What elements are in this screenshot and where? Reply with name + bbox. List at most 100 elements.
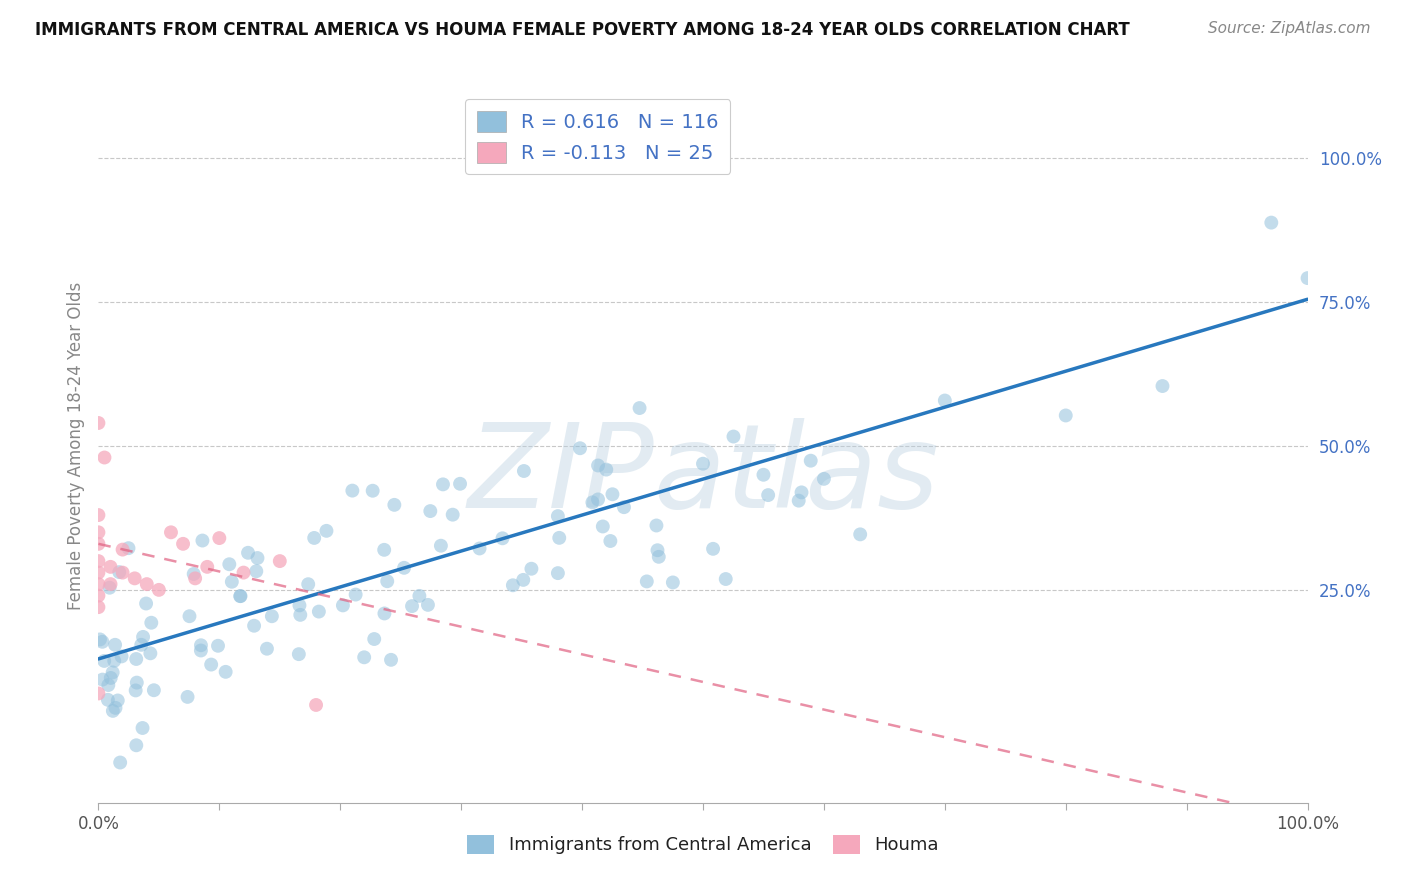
Point — [548, 531, 571, 545]
Point — [124, 571, 146, 585]
Point — [441, 508, 464, 522]
Point — [200, 657, 222, 672]
Point — [232, 566, 254, 580]
Point — [183, 566, 205, 581]
Point — [97, 678, 120, 692]
Point — [363, 632, 385, 646]
Point — [87, 566, 110, 580]
Point — [449, 476, 471, 491]
Point — [125, 675, 148, 690]
Point — [104, 701, 127, 715]
Point — [430, 539, 453, 553]
Point — [148, 582, 170, 597]
Point — [218, 558, 240, 572]
Point — [97, 693, 120, 707]
Point — [702, 541, 724, 556]
Point — [269, 554, 291, 568]
Point — [547, 509, 569, 524]
Point — [195, 559, 218, 574]
Text: IMMIGRANTS FROM CENTRAL AMERICA VS HOUMA FEMALE POVERTY AMONG 18-24 YEAR OLDS CO: IMMIGRANTS FROM CENTRAL AMERICA VS HOUMA… — [35, 21, 1130, 38]
Point — [87, 416, 110, 430]
Point — [520, 562, 543, 576]
Point — [373, 542, 395, 557]
Point — [432, 477, 454, 491]
Point — [100, 671, 122, 685]
Point — [569, 442, 592, 456]
Point — [308, 605, 330, 619]
Point — [288, 599, 311, 613]
Point — [176, 690, 198, 704]
Point — [125, 652, 148, 666]
Point — [87, 537, 110, 551]
Point — [172, 537, 194, 551]
Point — [110, 649, 132, 664]
Point — [1260, 216, 1282, 230]
Point — [135, 577, 157, 591]
Point — [502, 578, 524, 592]
Legend: Immigrants from Central America, Houma: Immigrants from Central America, Houma — [460, 828, 946, 862]
Point — [408, 589, 430, 603]
Point — [87, 554, 110, 568]
Point — [692, 457, 714, 471]
Point — [207, 639, 229, 653]
Point — [752, 467, 775, 482]
Point — [190, 643, 212, 657]
Point — [93, 654, 115, 668]
Point — [190, 638, 212, 652]
Point — [229, 589, 252, 603]
Point — [662, 575, 685, 590]
Point — [135, 597, 157, 611]
Point — [392, 561, 415, 575]
Point — [513, 464, 536, 478]
Point — [401, 599, 423, 614]
Point — [100, 559, 122, 574]
Point — [288, 647, 311, 661]
Point — [87, 525, 110, 540]
Point — [1296, 271, 1319, 285]
Point — [87, 589, 110, 603]
Point — [93, 450, 115, 465]
Point — [191, 533, 214, 548]
Point — [229, 589, 252, 603]
Point — [87, 686, 110, 700]
Point — [256, 641, 278, 656]
Point — [98, 581, 121, 595]
Point — [1152, 379, 1174, 393]
Point — [91, 635, 114, 649]
Point — [586, 458, 609, 473]
Point — [125, 739, 148, 753]
Point — [592, 519, 614, 533]
Point — [416, 598, 439, 612]
Point — [139, 646, 162, 660]
Point — [129, 638, 152, 652]
Point — [344, 588, 367, 602]
Point — [723, 429, 745, 443]
Y-axis label: Female Poverty Among 18-24 Year Olds: Female Poverty Among 18-24 Year Olds — [66, 282, 84, 610]
Point — [382, 498, 405, 512]
Point — [208, 531, 231, 545]
Point — [141, 615, 163, 630]
Point — [104, 638, 127, 652]
Point — [613, 500, 636, 515]
Point — [813, 472, 835, 486]
Point — [491, 531, 513, 545]
Point — [636, 574, 658, 589]
Point — [599, 534, 621, 549]
Point — [380, 653, 402, 667]
Point — [647, 543, 669, 558]
Point — [117, 541, 139, 556]
Point — [100, 577, 122, 591]
Point — [160, 525, 183, 540]
Point — [101, 665, 124, 680]
Point — [91, 673, 114, 687]
Point — [297, 577, 319, 591]
Point — [512, 573, 534, 587]
Point — [628, 401, 651, 415]
Point — [132, 630, 155, 644]
Point — [645, 518, 668, 533]
Point — [595, 462, 617, 476]
Point — [934, 393, 956, 408]
Point — [714, 572, 737, 586]
Point — [332, 599, 354, 613]
Point — [236, 546, 259, 560]
